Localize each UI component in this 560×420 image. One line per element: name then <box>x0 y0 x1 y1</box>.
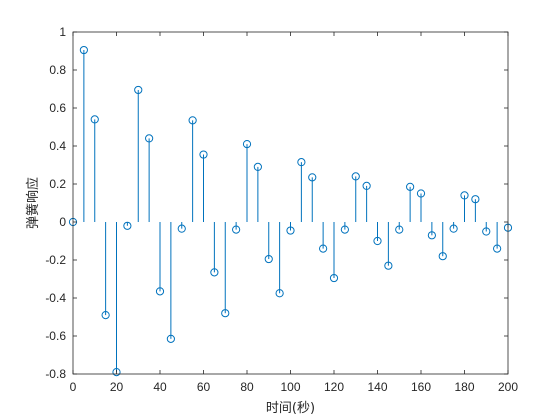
y-tick-label: 0 <box>59 215 66 229</box>
stem-marker <box>438 252 447 261</box>
y-axis-label: 弹簧响应 <box>25 177 41 229</box>
y-tick-label: 0.2 <box>49 177 66 191</box>
stem-marker <box>427 231 436 240</box>
markers-group <box>68 45 513 377</box>
stem-marker <box>416 189 426 198</box>
stem-marker <box>395 225 404 234</box>
stem-marker <box>242 140 252 149</box>
stem-marker <box>329 273 339 283</box>
x-tick-label: 140 <box>367 380 387 394</box>
stem-marker <box>493 244 502 253</box>
x-tick-label: 80 <box>240 380 254 394</box>
stem-marker <box>253 162 262 171</box>
stem-marker <box>188 116 197 125</box>
stem-marker <box>221 309 230 318</box>
stem-marker <box>177 224 186 233</box>
y-tick-label: -0.6 <box>45 329 66 343</box>
stem-marker <box>471 195 480 204</box>
y-tick-label: 0.4 <box>49 139 66 153</box>
stem-marker <box>112 368 121 377</box>
x-tick-label: 180 <box>454 380 474 394</box>
x-tick-label: 20 <box>110 380 124 394</box>
stem-marker <box>384 261 393 270</box>
stem-marker <box>297 158 306 167</box>
x-tick-label: 100 <box>280 380 300 394</box>
tick-labels-group: 0 20 40 60 80 100 120 140 160 180 200 -0.8 -0.6 -0.4 -… <box>45 25 518 394</box>
stem-marker <box>308 173 317 182</box>
x-tick-label: 40 <box>153 380 167 394</box>
stem-marker <box>482 227 491 236</box>
stem-marker <box>155 287 165 296</box>
stem-marker <box>199 150 208 159</box>
stem-marker <box>275 289 284 298</box>
stem-marker <box>449 224 458 233</box>
x-tick-label: 200 <box>498 380 518 394</box>
x-tick-label: 60 <box>197 380 211 394</box>
x-tick-label: 160 <box>411 380 431 394</box>
stem-marker <box>362 181 371 190</box>
x-tick-label: 0 <box>70 380 77 394</box>
y-tick-label: 0.8 <box>49 63 66 77</box>
stem-marker <box>264 254 273 264</box>
stem-marker <box>460 191 469 200</box>
stem-marker <box>232 225 241 234</box>
stem-marker <box>373 236 382 246</box>
stem-marker <box>286 226 295 235</box>
x-axis-label: 时间(秒) <box>266 401 315 416</box>
stem-marker <box>134 85 143 95</box>
stem-marker <box>210 268 219 277</box>
stem-marker <box>166 334 175 343</box>
y-tick-label: -0.8 <box>45 367 66 381</box>
stem-marker <box>123 221 132 230</box>
stem-marker <box>319 244 328 253</box>
plot-area <box>73 32 508 374</box>
stem-marker <box>340 225 349 234</box>
stem-marker <box>145 134 154 143</box>
stem-marker <box>351 172 360 181</box>
axes-box <box>72 31 509 375</box>
stem-marker <box>90 115 99 124</box>
y-tick-label: 1 <box>59 25 66 39</box>
y-tick-label: -0.4 <box>45 291 66 305</box>
stem-marker <box>79 45 88 55</box>
stem-marker <box>406 182 415 191</box>
stem-marker <box>101 311 110 320</box>
x-tick-label: 120 <box>324 380 344 394</box>
y-tick-label: 0.6 <box>49 101 66 115</box>
y-tick-label: -0.2 <box>45 253 66 267</box>
